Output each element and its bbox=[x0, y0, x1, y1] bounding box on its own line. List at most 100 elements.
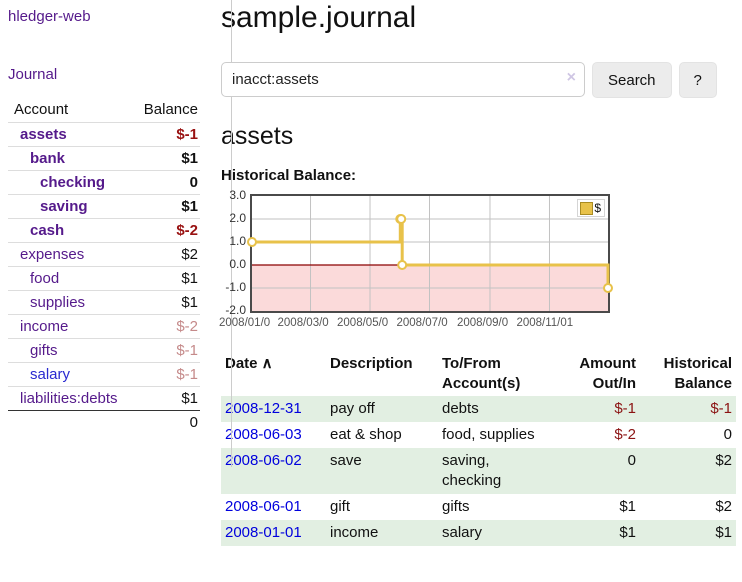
y-tick-label: -1.0 bbox=[225, 280, 246, 294]
cell-accounts: debts bbox=[442, 400, 479, 417]
cell-date: 2008-12-31 bbox=[221, 396, 326, 422]
y-tick-label: 2.0 bbox=[229, 211, 246, 225]
table-row: 2008-06-01 gift gifts $1 $2 bbox=[221, 494, 736, 520]
accounts-col-header-account: Account bbox=[14, 101, 69, 118]
account-balance: 0 bbox=[130, 170, 200, 195]
search-form: × Search ? bbox=[221, 62, 736, 98]
cell-date: 2008-06-02 bbox=[221, 448, 326, 494]
cell-balance: $2 bbox=[715, 498, 732, 515]
cell-accounts: food, supplies bbox=[442, 426, 535, 443]
account-heading: assets bbox=[221, 122, 294, 150]
account-link-expenses[interactable]: expenses bbox=[20, 246, 85, 263]
account-row: food $1 bbox=[8, 266, 200, 291]
account-balance: $1 bbox=[130, 194, 200, 219]
table-row: 2008-12-31 pay off debts $-1 $-1 bbox=[221, 396, 736, 422]
account-link-income[interactable]: income bbox=[20, 318, 69, 335]
chart-legend: $ bbox=[577, 199, 605, 217]
account-row: income $-2 bbox=[8, 314, 200, 339]
help-button[interactable]: ? bbox=[678, 62, 717, 98]
account-row: assets $-1 bbox=[8, 122, 200, 147]
cell-balance: $-1 bbox=[710, 400, 732, 417]
cell-accounts: salary bbox=[442, 524, 483, 541]
y-tick-label: 0.0 bbox=[229, 257, 246, 271]
accounts-col-header-balance: Balance bbox=[143, 101, 198, 118]
account-balance: $-2 bbox=[130, 218, 200, 243]
account-balance: $-2 bbox=[130, 314, 200, 339]
y-tick-label: -2.0 bbox=[225, 303, 246, 317]
account-link-bank[interactable]: bank bbox=[30, 150, 66, 167]
account-balance: $1 bbox=[130, 290, 200, 315]
cell-description: eat & shop bbox=[330, 426, 402, 443]
cell-accounts: gifts bbox=[442, 498, 470, 515]
cell-description: save bbox=[330, 452, 362, 469]
account-link-gifts[interactable]: gifts bbox=[30, 342, 58, 359]
brand-link[interactable]: hledger-web bbox=[8, 8, 91, 25]
account-link-checking[interactable]: checking bbox=[40, 174, 106, 191]
register-table-body: 2008-12-31 pay off debts $-1 $-1 2008-06-03 ea… bbox=[221, 396, 736, 546]
register-col-header-amount: Amount Out/In bbox=[579, 355, 636, 392]
account-link-cash[interactable]: cash bbox=[30, 222, 65, 239]
search-button[interactable]: Search bbox=[592, 62, 672, 98]
chart-plot: $ bbox=[247, 194, 613, 313]
table-row: 2008-06-02 save saving, checking 0 $2 bbox=[221, 448, 736, 494]
y-tick-label: 1.0 bbox=[229, 234, 246, 248]
cell-description: income bbox=[330, 524, 379, 541]
account-balance: $2 bbox=[130, 242, 200, 267]
legend-label: $ bbox=[594, 201, 601, 215]
transaction-date-link[interactable]: 2008-12-31 bbox=[225, 400, 302, 417]
table-row: 2008-01-01 income salary $1 $1 bbox=[221, 520, 736, 546]
cell-date: 2008-06-01 bbox=[221, 494, 326, 520]
cell-amount: $1 bbox=[619, 524, 636, 541]
page-title: sample.journal bbox=[221, 1, 417, 34]
x-tick-label: 2008/01/0 bbox=[219, 317, 271, 329]
transaction-date-link[interactable]: 2008-01-01 bbox=[225, 524, 302, 541]
account-link-liabilities-debts[interactable]: liabilities:debts bbox=[20, 390, 118, 407]
transaction-date-link[interactable]: 2008-06-03 bbox=[225, 426, 302, 443]
accounts-total-value: 0 bbox=[130, 410, 200, 434]
cell-balance: $2 bbox=[715, 452, 732, 469]
account-row: checking 0 bbox=[8, 170, 200, 195]
cell-date: 2008-01-01 bbox=[221, 520, 326, 546]
x-tick-label: 2008/11/01 bbox=[516, 317, 574, 329]
cell-date: 2008-06-03 bbox=[221, 422, 326, 448]
account-row: bank $1 bbox=[8, 146, 200, 171]
account-link-food[interactable]: food bbox=[30, 270, 60, 287]
account-link-saving[interactable]: saving bbox=[40, 198, 88, 215]
accounts-table: Account Balance assets $-1 bank $1 checking 0… bbox=[8, 98, 200, 434]
cell-balance: $1 bbox=[715, 524, 732, 541]
account-link-supplies[interactable]: supplies bbox=[30, 294, 86, 311]
cell-amount: 0 bbox=[627, 452, 636, 469]
register-col-header-balance: Historical Balance bbox=[663, 355, 732, 392]
cell-balance: 0 bbox=[723, 426, 732, 443]
account-balance: $-1 bbox=[130, 362, 200, 387]
register-table-head: Date ∧ Description To/From Account(s) Amoun… bbox=[221, 352, 736, 396]
register-col-header-description: Description bbox=[330, 355, 413, 372]
x-tick-label: 2008/07/0 bbox=[396, 317, 448, 329]
account-row: salary $-1 bbox=[8, 362, 200, 387]
accounts-table-body: assets $-1 bank $1 checking 0 saving $1 cash $-2 e… bbox=[8, 122, 200, 411]
account-row: supplies $1 bbox=[8, 290, 200, 315]
x-tick-label: 2008/05/0 bbox=[337, 317, 389, 329]
account-balance: $-1 bbox=[130, 338, 200, 363]
account-link-salary[interactable]: salary bbox=[30, 366, 71, 383]
page: hledger-web Journal Account Balance asse… bbox=[0, 0, 742, 546]
account-row: expenses $2 bbox=[8, 242, 200, 267]
sidebar-divider bbox=[231, 0, 232, 467]
account-row: gifts $-1 bbox=[8, 338, 200, 363]
account-balance: $1 bbox=[130, 386, 200, 411]
sort-ascending-icon: ∧ bbox=[257, 355, 273, 372]
clear-search-icon[interactable]: × bbox=[566, 69, 576, 86]
sidebar: hledger-web Journal Account Balance asse… bbox=[0, 0, 204, 546]
search-input[interactable] bbox=[221, 62, 585, 97]
y-tick-label: 3.0 bbox=[229, 188, 246, 202]
nav-journal-link[interactable]: Journal bbox=[8, 66, 58, 83]
cell-description: pay off bbox=[330, 400, 375, 417]
transaction-date-link[interactable]: 2008-06-01 bbox=[225, 498, 302, 515]
transaction-date-link[interactable]: 2008-06-02 bbox=[225, 452, 302, 469]
register-col-header-date[interactable]: Date ∧ bbox=[225, 355, 273, 372]
account-link-assets[interactable]: assets bbox=[20, 126, 67, 143]
main-content: sample.journal × Search ? assets Histori… bbox=[204, 0, 742, 546]
account-balance: $1 bbox=[130, 266, 200, 291]
table-row: 2008-06-03 eat & shop food, supplies $-2 0 bbox=[221, 422, 736, 448]
cell-amount: $1 bbox=[619, 498, 636, 515]
